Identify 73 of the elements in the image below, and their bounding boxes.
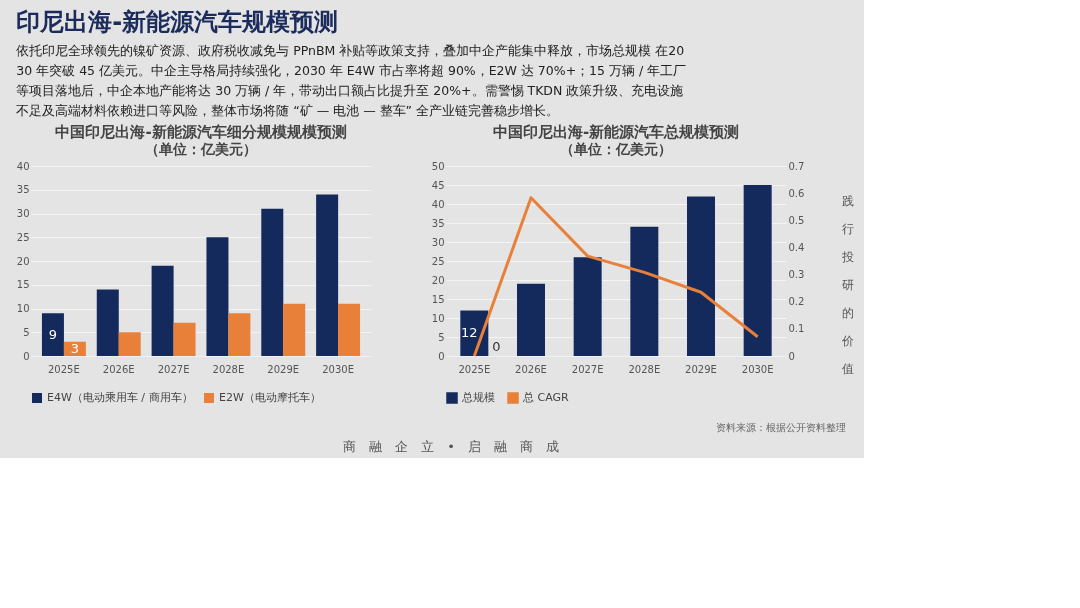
y2-tick-label: 0.5 <box>788 214 805 226</box>
y-tick-label: 30 <box>431 236 445 248</box>
y-tick-label: 25 <box>431 255 445 267</box>
bar <box>316 194 339 356</box>
y-tick-label: 35 <box>431 217 445 229</box>
y-tick-label: 40 <box>16 160 30 172</box>
y-tick-label: 40 <box>431 198 445 210</box>
x-tick-label: 2028E <box>628 363 661 375</box>
y-tick-label: 15 <box>16 279 30 291</box>
y2-tick-label: 0.3 <box>788 269 805 281</box>
bar <box>517 283 545 356</box>
bar <box>261 208 284 356</box>
x-tick-label: 2029E <box>267 363 300 375</box>
text: 资料来源：根据公开资料整理 <box>716 422 846 433</box>
y-tick-label: 50 <box>431 160 445 172</box>
y-tick-label: 10 <box>431 312 445 324</box>
y2-tick-label: 0.4 <box>788 241 805 253</box>
y-tick-label: 5 <box>438 331 445 343</box>
bar <box>206 237 229 356</box>
x-tick-label: 2029E <box>685 363 717 375</box>
text: 践行投研的价值 <box>841 194 854 376</box>
data-label: 12 <box>461 325 478 341</box>
data-label: 0 <box>492 339 501 354</box>
y-tick-label: 20 <box>16 255 30 267</box>
y-tick-label: 35 <box>16 184 30 196</box>
y-tick-label: 5 <box>23 326 30 338</box>
y2-tick-label: 0.6 <box>788 187 805 199</box>
bar <box>743 185 772 356</box>
bar <box>228 313 251 356</box>
bar <box>283 303 306 356</box>
bar <box>630 226 659 356</box>
y-tick-label: 0 <box>438 350 445 362</box>
y2-tick-label: 0.2 <box>788 296 805 308</box>
y2-tick-label: 0 <box>788 350 795 362</box>
bar <box>338 303 361 356</box>
chart-title: 中国印尼出海-新能源汽车细分规模规模预测 <box>55 123 347 141</box>
y-tick-label: 10 <box>16 303 30 314</box>
x-tick-label: 2027E <box>571 363 604 375</box>
legend-label: E2W（电动摩托车） <box>219 391 321 404</box>
x-tick-label: 2028E <box>212 363 245 375</box>
y-tick-label: 15 <box>431 293 445 305</box>
y-tick-label: 30 <box>16 208 30 219</box>
bar <box>687 196 715 356</box>
y-tick-label: 45 <box>431 179 445 191</box>
legend-label: E4W（电动乘用车 / 商用车） <box>47 391 193 404</box>
bar <box>173 322 196 356</box>
chart-subtitle: （单位：亿美元） <box>145 141 257 157</box>
x-tick-label: 2025E <box>48 363 80 375</box>
bar <box>96 289 119 356</box>
chart-subtitle: （单位：亿美元） <box>560 141 672 157</box>
text: 依托印尼全球领先的镍矿资源、政府税收减免与 PPnBM 补贴等政策支持，叠加中企产能集中释放，市场总规模 在2030 年突破 45 亿美元。中企主导格局持续强化，2030 年 E4W 市占率将超 90%，E2W 达 70%+；15 万辆 / 年工厂等项目落地后，中企本地产能将达 30 万辆 / 年，带动出口额占比提升至 20%+。需警惕 TKDN 政策升级、充电设施不足及高端材料依赖进口等风险，整体市场将随 “矿 — 电池 — 整车” 全产业链完善稳步增长。 <box>16 42 687 118</box>
bar <box>118 332 141 356</box>
legend-label: 总 CAGR <box>522 391 570 404</box>
bar <box>41 313 64 356</box>
data-label: 9 <box>48 326 58 342</box>
x-tick-label: 2030E <box>322 363 354 375</box>
y2-tick-label: 0.1 <box>788 323 805 335</box>
bar <box>151 265 174 356</box>
x-tick-label: 2030E <box>741 363 774 375</box>
text: 印尼出海-新能源汽车规模预测 <box>16 7 339 36</box>
legend-label: 总规模 <box>461 391 495 404</box>
y-tick-label: 25 <box>16 231 30 243</box>
y-tick-label: 20 <box>431 274 445 286</box>
x-tick-label: 2026E <box>102 363 135 375</box>
y-tick-label: 0 <box>23 350 30 362</box>
bar <box>573 257 602 356</box>
x-tick-label: 2026E <box>515 363 547 375</box>
x-tick-label: 2025E <box>458 363 491 375</box>
chart-title: 中国印尼出海-新能源汽车总规模预测 <box>492 123 740 141</box>
x-tick-label: 2027E <box>157 363 190 375</box>
text: 商 融 企 立 • 启 融 商 成 <box>343 439 559 454</box>
data-label: 3 <box>70 340 80 356</box>
y2-tick-label: 0.7 <box>788 160 805 172</box>
